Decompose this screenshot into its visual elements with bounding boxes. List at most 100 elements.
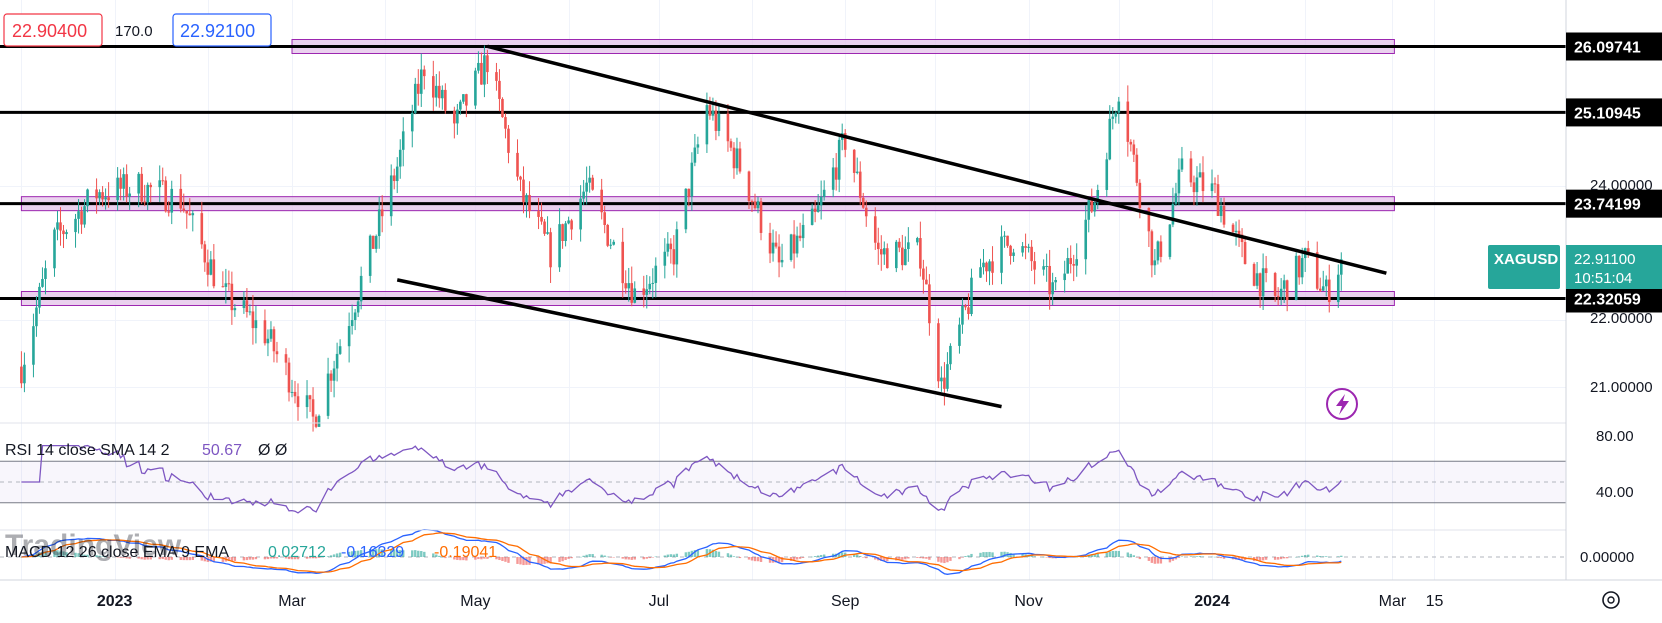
candle-body — [925, 279, 928, 285]
macd-histogram-bar — [80, 554, 83, 557]
macd-histogram-bar — [371, 549, 375, 557]
macd-legend-label[interactable]: MACD 12 26 close EMA 9 EMA — [5, 544, 229, 561]
macd-histogram-bar — [970, 553, 973, 557]
macd-histogram-bar — [669, 554, 673, 557]
macd-histogram-bar — [1021, 553, 1024, 557]
macd-histogram-bar — [507, 557, 510, 563]
macd-histogram-bar — [1156, 557, 1160, 564]
macd-histogram-bar — [317, 557, 321, 558]
candle-body — [1108, 118, 1112, 160]
candle-body — [834, 167, 838, 180]
macd-histogram-bar — [1129, 553, 1133, 557]
macd-histogram-bar — [991, 552, 994, 557]
macd-histogram-bar — [1108, 551, 1111, 557]
candle-body — [275, 351, 279, 355]
candle-body — [843, 133, 847, 150]
candle-body — [459, 101, 462, 110]
candle-body — [591, 177, 594, 190]
candle-body — [991, 261, 994, 273]
macd-histogram-bar — [1201, 556, 1205, 558]
candle-body — [158, 180, 162, 188]
macd-histogram-bar — [95, 555, 98, 557]
candle-body — [1318, 288, 1322, 291]
candle-body — [982, 262, 985, 268]
candle-body — [1090, 200, 1094, 212]
macd-histogram-bar — [943, 557, 946, 564]
macd-histogram-bar — [161, 557, 164, 560]
macd-histogram-bar — [522, 557, 525, 566]
candle-body — [819, 196, 823, 206]
macd-histogram-bar — [1111, 550, 1114, 557]
time-tick-label: 15 — [1426, 593, 1444, 610]
candle-body — [852, 149, 856, 173]
candle-body — [789, 234, 793, 260]
candle-body — [83, 206, 86, 225]
macd-histogram-bar — [119, 557, 122, 558]
macd-histogram-bar — [874, 557, 877, 560]
candle-body — [901, 247, 904, 266]
macd-histogram-bar — [961, 557, 964, 558]
candle-body — [507, 128, 510, 153]
candle-body — [20, 366, 23, 384]
macd-histogram-bar — [1117, 550, 1120, 557]
macd-histogram-bar — [949, 557, 952, 561]
trendline-lower[interactable] — [396, 278, 1002, 409]
candle-body — [380, 209, 384, 217]
macd-histogram-bar — [768, 557, 772, 563]
candle-body — [296, 396, 300, 408]
ask-price-box[interactable] — [172, 13, 272, 47]
macd-histogram-bar — [332, 554, 336, 557]
macd-histogram-bar — [582, 555, 585, 557]
candle-body — [305, 395, 309, 408]
candle-body — [1054, 280, 1057, 283]
candle-body — [353, 312, 357, 321]
candle-body — [1222, 205, 1226, 225]
settings-icon[interactable] — [1602, 591, 1620, 609]
macd-histogram-bar — [1279, 557, 1283, 560]
candle-body — [708, 105, 712, 116]
candle-body — [116, 177, 119, 201]
level-label-bg — [1566, 98, 1662, 127]
macd-histogram-bar — [209, 557, 213, 562]
candle-body — [170, 188, 174, 213]
macd-histogram-bar — [296, 557, 300, 560]
candle-body — [335, 353, 339, 369]
candle-body — [732, 147, 736, 169]
macd-histogram-bar — [726, 553, 730, 557]
macd-histogram-bar — [203, 557, 207, 562]
macd-histogram-bar — [1126, 552, 1130, 557]
candle-body — [528, 194, 531, 212]
candle-body — [287, 362, 291, 393]
macd-histogram-bar — [1096, 553, 1099, 557]
macd-histogram-bar — [901, 557, 904, 560]
macd-histogram-bar — [501, 557, 504, 561]
time-axis[interactable]: 2023 Mar May Jul Sep Nov 2024 Mar 15 — [97, 593, 1444, 610]
macd-histogram-bar — [465, 557, 468, 561]
candle-body — [227, 283, 231, 285]
candle-body — [1006, 235, 1009, 246]
candle-body — [1273, 273, 1277, 296]
macd-histogram-bar — [1325, 556, 1328, 557]
candle-body — [164, 180, 168, 212]
macd-histogram-bar — [1304, 555, 1307, 557]
trendline-upper[interactable] — [486, 44, 1387, 275]
candle-body — [35, 307, 38, 327]
macd-histogram-bar — [293, 557, 297, 560]
macd-histogram-bar — [1276, 557, 1280, 560]
candle-body — [753, 201, 757, 209]
candle-body — [1135, 154, 1139, 183]
macd-histogram-bar — [1285, 557, 1289, 559]
candle-body — [816, 205, 820, 212]
candle-body — [672, 249, 676, 265]
macd-histogram-bar — [338, 552, 342, 557]
candle-body — [1111, 116, 1115, 119]
bid-price-box[interactable] — [3, 13, 103, 47]
macd-histogram-bar — [477, 557, 480, 560]
macd-histogram-bar — [347, 551, 351, 557]
candle-body — [684, 188, 688, 230]
macd-histogram-bar — [696, 549, 700, 557]
macd-histogram-bar — [630, 557, 633, 560]
macd-histogram-bar — [77, 553, 80, 557]
rsi-legend-label[interactable]: RSI 14 close SMA 14 2 — [5, 442, 170, 459]
